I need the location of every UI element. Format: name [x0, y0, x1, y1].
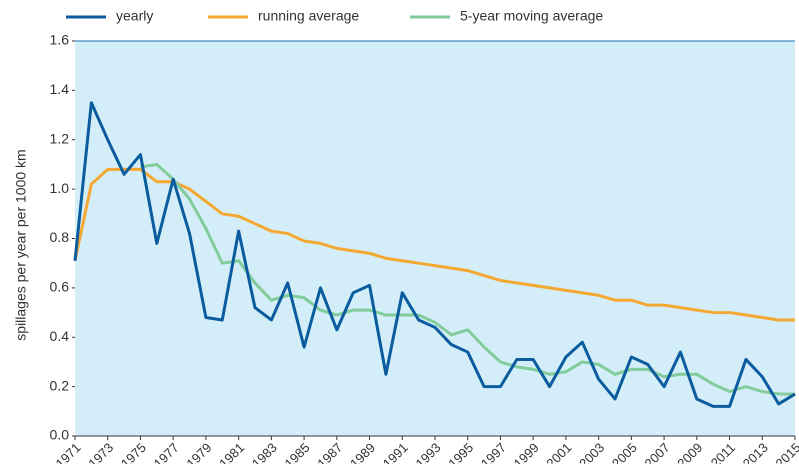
- y-axis-label: spillages per year per 1000 km: [13, 149, 29, 340]
- series-line: [73, 167, 795, 322]
- legend-label: running average: [258, 8, 359, 24]
- x-tick-label: 1995: [445, 440, 476, 464]
- x-tick-label: 1989: [347, 440, 378, 464]
- y-tick-label: 1.6: [50, 32, 70, 48]
- x-tick-label: 2003: [576, 440, 607, 464]
- x-tick-label: 1993: [412, 440, 443, 464]
- x-tick-label: 2013: [740, 440, 771, 464]
- x-tick-label: 1999: [511, 440, 542, 464]
- x-tick-label: 1987: [314, 440, 345, 464]
- legend-label: 5-year moving average: [460, 8, 603, 24]
- plot-background: [75, 41, 795, 436]
- y-tick-label: 0.8: [50, 229, 70, 245]
- legend-label: yearly: [116, 8, 153, 24]
- x-tick-label: 2007: [642, 440, 673, 464]
- x-tick-label: 1983: [249, 440, 280, 464]
- x-tick-label: 1997: [478, 440, 509, 464]
- y-tick-label: 0.0: [50, 427, 70, 443]
- y-tick-label: 1.0: [50, 180, 70, 196]
- x-tick-label: 2001: [543, 440, 574, 464]
- series-line: [73, 101, 796, 408]
- y-tick-label: 0.6: [50, 279, 70, 295]
- y-tick-label: 1.4: [50, 81, 70, 97]
- y-tick-label: 0.4: [50, 328, 70, 344]
- x-tick-label: 1991: [380, 440, 411, 464]
- x-tick-label: 2005: [609, 440, 640, 464]
- y-tick-label: 0.2: [50, 377, 70, 393]
- x-tick-label: 1979: [183, 440, 214, 464]
- x-tick-label: 1977: [151, 440, 182, 464]
- x-tick-label: 2011: [708, 440, 738, 464]
- y-tick-label: 1.2: [50, 130, 70, 146]
- x-tick-label: 1975: [118, 440, 149, 464]
- x-tick-label: 1973: [85, 440, 116, 464]
- x-tick-label: 2015: [772, 440, 799, 464]
- x-tick-label: 1971: [52, 440, 83, 464]
- x-tick-label: 2009: [674, 440, 705, 464]
- x-tick-label: 1981: [216, 440, 247, 464]
- x-tick-label: 1985: [282, 440, 313, 464]
